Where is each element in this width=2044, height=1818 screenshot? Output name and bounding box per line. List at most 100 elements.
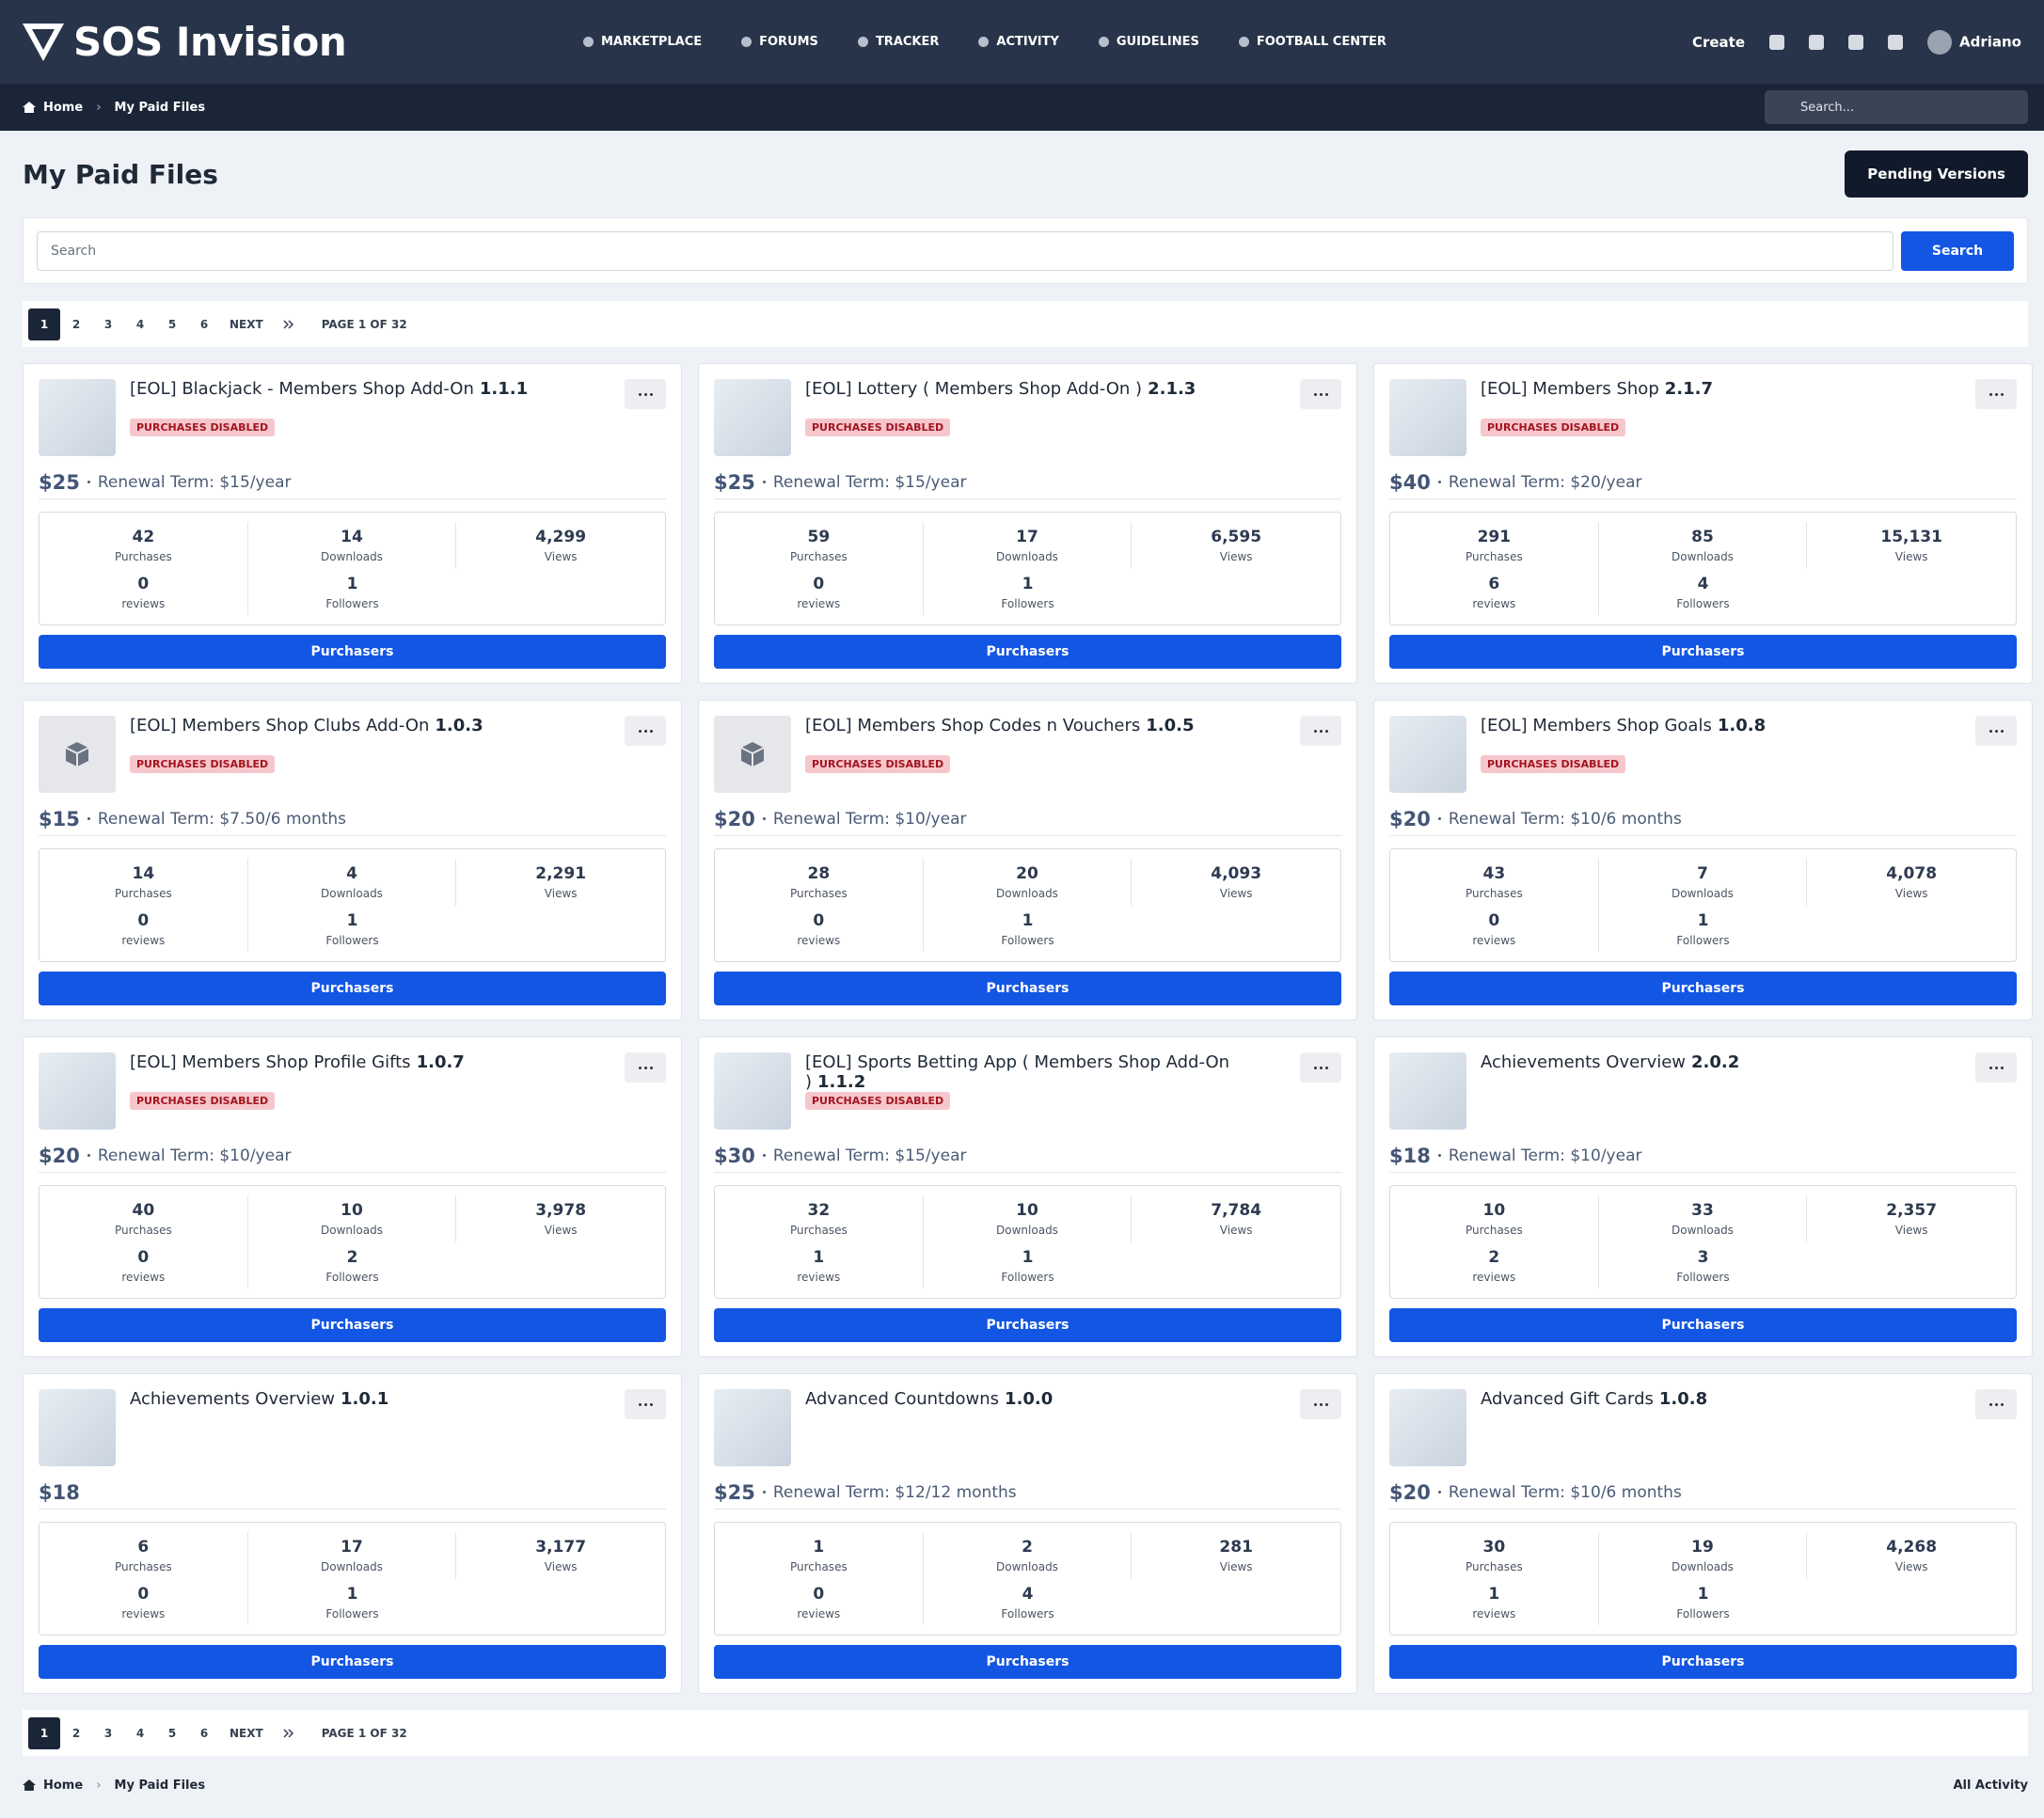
file-title[interactable]: [EOL] Blackjack - Members Shop Add-On 1.1… xyxy=(130,379,606,399)
menu-button[interactable] xyxy=(625,1389,666,1419)
page-link[interactable]: 2 xyxy=(71,317,81,331)
header-search[interactable]: Search... xyxy=(1765,90,2028,124)
file-title[interactable]: Achievements Overview 2.0.2 xyxy=(1481,1052,1957,1072)
nav-item[interactable]: MARKETPLACE xyxy=(583,35,702,49)
menu-button[interactable] xyxy=(1975,1052,2017,1083)
file-title[interactable]: [EOL] Members Shop Clubs Add-On 1.0.3 xyxy=(130,716,606,735)
menu-button[interactable] xyxy=(1975,379,2017,409)
create[interactable]: Create xyxy=(1691,33,1745,51)
last-link[interactable] xyxy=(273,1717,305,1749)
all-activity[interactable]: All Activity xyxy=(1953,1778,2028,1793)
stat-label: reviews xyxy=(797,1270,841,1284)
menu-button[interactable] xyxy=(1300,1052,1341,1083)
crumb[interactable]: My Paid Files xyxy=(114,100,206,115)
stat-label: reviews xyxy=(797,933,841,947)
thumbnail[interactable] xyxy=(1389,1389,1466,1466)
status-badge: PURCHASES DISABLED xyxy=(130,755,276,773)
menu-button[interactable] xyxy=(1300,379,1341,409)
menu-button[interactable] xyxy=(1300,1389,1341,1419)
purchasers-button[interactable]: Purchasers xyxy=(714,972,1341,1005)
page-jump[interactable]: PAGE 1 OF 32 xyxy=(321,317,407,331)
icon[interactable] xyxy=(1848,34,1863,50)
page-link[interactable]: 1 xyxy=(28,308,60,340)
thumbnail[interactable] xyxy=(39,716,116,793)
thumbnail[interactable] xyxy=(714,716,791,793)
thumbnail[interactable] xyxy=(39,1389,116,1466)
nav-item[interactable]: ACTIVITY xyxy=(978,35,1059,49)
next-link[interactable]: NEXT xyxy=(230,317,263,331)
purchasers-button[interactable]: Purchasers xyxy=(1389,972,2017,1005)
menu-button[interactable] xyxy=(1975,1389,2017,1419)
purchasers-button[interactable]: Purchasers xyxy=(714,1645,1341,1679)
file-title[interactable]: [EOL] Members Shop Profile Gifts 1.0.7 xyxy=(130,1052,606,1072)
user[interactable]: Adriano xyxy=(1927,29,2021,55)
stat-label: reviews xyxy=(1472,933,1516,947)
menu-button[interactable] xyxy=(625,1052,666,1083)
thumbnail[interactable] xyxy=(1389,379,1466,456)
page-link[interactable]: 4 xyxy=(135,317,145,331)
thumbnail[interactable] xyxy=(714,1389,791,1466)
pending-button[interactable]: Pending Versions xyxy=(1845,150,2028,198)
file-title[interactable]: [EOL] Members Shop Codes n Vouchers 1.0.5 xyxy=(805,716,1281,735)
thumbnail[interactable] xyxy=(39,1052,116,1130)
next-link[interactable]: NEXT xyxy=(230,1726,263,1740)
file-title[interactable]: [EOL] Lottery ( Members Shop Add-On ) 2.1… xyxy=(805,379,1281,399)
search-input[interactable]: Search xyxy=(37,230,1893,271)
file-title[interactable]: [EOL] Sports Betting App ( Members Shop … xyxy=(805,1052,1281,1092)
purchasers-button[interactable]: Purchasers xyxy=(39,635,666,669)
thumbnail[interactable] xyxy=(1389,716,1466,793)
purchasers-button[interactable]: Purchasers xyxy=(714,635,1341,669)
menu-button[interactable] xyxy=(1975,716,2017,746)
menu-button[interactable] xyxy=(1300,716,1341,746)
purchasers-button[interactable]: Purchasers xyxy=(714,1308,1341,1342)
page-link[interactable]: 5 xyxy=(167,317,177,331)
purchasers-button[interactable]: Purchasers xyxy=(1389,1645,2017,1679)
stat-label: Views xyxy=(544,1560,578,1573)
thumbnail[interactable] xyxy=(714,379,791,456)
menu-button[interactable] xyxy=(625,379,666,409)
crumb[interactable]: Home xyxy=(43,100,84,115)
file-card: Advanced Countdowns 1.0.0 $25 Renewal Term:… xyxy=(698,1373,1357,1694)
file-title[interactable]: [EOL] Members Shop 2.1.7 xyxy=(1481,379,1957,399)
file-title[interactable]: Advanced Countdowns 1.0.0 xyxy=(805,1389,1281,1409)
purchasers-button[interactable]: Purchasers xyxy=(1389,635,2017,669)
nav-item[interactable]: TRACKER xyxy=(857,35,939,49)
menu-button[interactable] xyxy=(625,716,666,746)
purchasers-button[interactable]: Purchasers xyxy=(39,972,666,1005)
stat-value: 3 xyxy=(1697,1247,1709,1267)
thumbnail[interactable] xyxy=(1389,1052,1466,1130)
nav-item[interactable]: FORUMS xyxy=(741,35,818,49)
search-button[interactable]: Search xyxy=(1901,230,2014,271)
stat-label: reviews xyxy=(797,1606,841,1620)
thumbnail[interactable] xyxy=(714,1052,791,1130)
crumb[interactable]: My Paid Files xyxy=(114,1778,206,1793)
page-jump[interactable]: PAGE 1 OF 32 xyxy=(321,1726,407,1740)
icon[interactable] xyxy=(1888,34,1903,50)
page-link[interactable]: 6 xyxy=(199,1726,209,1740)
page-link[interactable]: 6 xyxy=(199,317,209,331)
file-title[interactable]: Achievements Overview 1.0.1 xyxy=(130,1389,606,1409)
stat-value: 291 xyxy=(1477,528,1512,546)
icon[interactable] xyxy=(1809,34,1824,50)
nav-item[interactable]: GUIDELINES xyxy=(1098,35,1199,49)
page-link[interactable]: 5 xyxy=(167,1726,177,1740)
crumb[interactable]: Home xyxy=(43,1778,84,1793)
page-link[interactable]: 4 xyxy=(135,1726,145,1740)
purchasers-button[interactable]: Purchasers xyxy=(39,1645,666,1679)
page-link[interactable]: 3 xyxy=(103,1726,113,1740)
file-title[interactable]: Advanced Gift Cards 1.0.8 xyxy=(1481,1389,1957,1409)
stat-value: 42 xyxy=(132,528,155,546)
icon[interactable] xyxy=(1769,34,1784,50)
page-link[interactable]: 3 xyxy=(103,317,113,331)
thumbnail[interactable] xyxy=(39,379,116,456)
page-link[interactable]: 2 xyxy=(71,1726,81,1740)
page-link[interactable]: 1 xyxy=(28,1716,60,1749)
last-link[interactable] xyxy=(273,308,305,340)
purchasers-button[interactable]: Purchasers xyxy=(39,1308,666,1342)
stat-label: Views xyxy=(1894,1560,1928,1573)
brand[interactable]: SOS Invision xyxy=(23,19,347,65)
file-title[interactable]: [EOL] Members Shop Goals 1.0.8 xyxy=(1481,716,1957,735)
purchasers-button[interactable]: Purchasers xyxy=(1389,1308,2017,1342)
stat-value: 85 xyxy=(1691,528,1714,546)
nav-item[interactable]: FOOTBALL CENTER xyxy=(1238,35,1386,49)
